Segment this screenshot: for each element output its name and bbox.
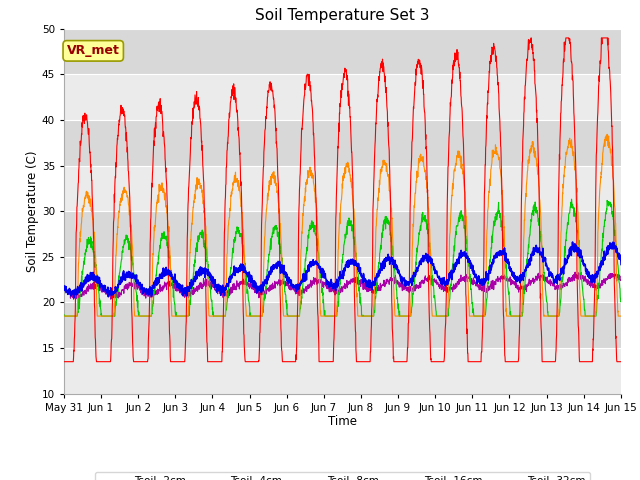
Legend: Tsoil -2cm, Tsoil -4cm, Tsoil -8cm, Tsoil -16cm, Tsoil -32cm: Tsoil -2cm, Tsoil -4cm, Tsoil -8cm, Tsoi… [95,472,589,480]
X-axis label: Time: Time [328,415,357,429]
Bar [64,120,621,166]
Bar [64,348,621,394]
Y-axis label: Soil Temperature (C): Soil Temperature (C) [26,150,39,272]
Text: VR_met: VR_met [67,44,120,57]
Bar [64,302,621,348]
Bar [64,211,621,257]
Bar [64,166,621,211]
Bar [64,74,621,120]
Bar [64,257,621,302]
Title: Soil Temperature Set 3: Soil Temperature Set 3 [255,9,429,24]
Bar [64,29,621,74]
